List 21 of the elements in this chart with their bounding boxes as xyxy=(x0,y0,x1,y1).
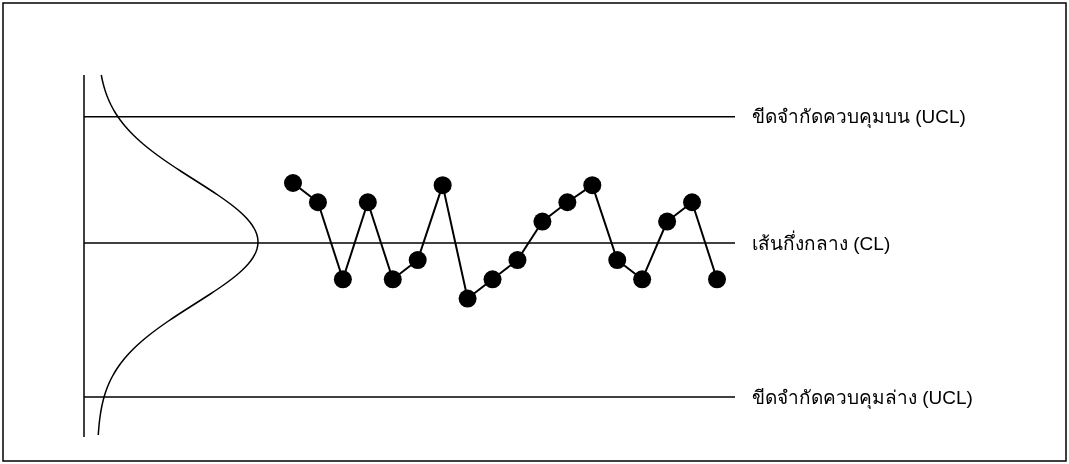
point xyxy=(308,193,327,212)
point xyxy=(608,251,627,270)
point xyxy=(333,270,352,289)
ref-line-label: ขีดจำกัดควบคุมล่าง (UCL) xyxy=(752,386,973,410)
point xyxy=(458,289,477,308)
ref-line-label: ขีดจำกัดควบคุมบน (UCL) xyxy=(752,106,966,130)
point xyxy=(358,193,377,212)
point xyxy=(533,212,552,231)
point xyxy=(408,251,427,270)
point xyxy=(583,176,602,195)
point xyxy=(383,270,402,289)
point xyxy=(508,251,527,270)
point xyxy=(658,212,677,231)
ref-line-label: เส้นกึ่งกลาง (CL) xyxy=(752,229,891,254)
point xyxy=(633,270,652,289)
point xyxy=(558,193,577,212)
point xyxy=(483,270,502,289)
point xyxy=(284,174,302,192)
point xyxy=(433,176,452,195)
point xyxy=(683,193,702,212)
point xyxy=(708,270,726,289)
